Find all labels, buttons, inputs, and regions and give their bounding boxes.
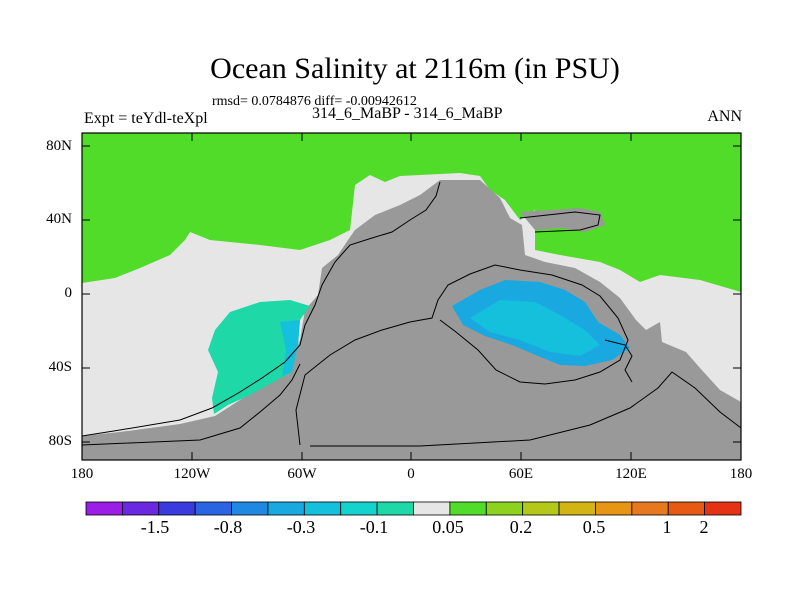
- experiment-label: Expt = teYdl-teXpl: [84, 110, 208, 127]
- colorbar-swatch: [558, 501, 596, 516]
- colorbar-swatch: [194, 501, 232, 516]
- land-asia-ridge: [520, 208, 605, 232]
- lon-label: 120E: [615, 466, 647, 482]
- lat-label: 0: [64, 285, 73, 301]
- colorbar-swatch: [267, 501, 305, 516]
- lon-ticks: [81, 133, 742, 460]
- colorbar-swatch: [485, 501, 524, 516]
- colorbar-label: 0.05: [432, 517, 464, 537]
- coastlines: [82, 181, 741, 447]
- case-label: 314_6_MaBP - 314_6_MaBP: [312, 105, 503, 122]
- map-field: [82, 133, 741, 460]
- stats-line: rmsd= 0.0784876 diff= -0.00942612: [212, 94, 417, 109]
- colorbar: [85, 501, 742, 516]
- lat-label: 80S: [48, 433, 72, 449]
- lon-label: 180: [729, 466, 753, 482]
- lat-label: 80N: [46, 138, 72, 154]
- colorbar-label: -1.5: [140, 517, 170, 537]
- colorbar-swatch: [704, 501, 742, 516]
- colorbar-label: 2: [699, 517, 709, 537]
- colorbar-label: 0.2: [509, 517, 533, 537]
- lon-label: 60E: [508, 466, 534, 482]
- colorbar-label: -0.3: [286, 517, 316, 537]
- lat-label: 40N: [46, 211, 72, 227]
- lon-label: 60W: [287, 466, 317, 482]
- colorbar-swatch: [231, 501, 269, 516]
- colorbar-swatch: [667, 501, 706, 516]
- negative-anomaly-east-core: [470, 300, 600, 356]
- colorbar-swatch: [449, 501, 487, 516]
- plot-title: Ocean Salinity at 2116m (in PSU): [210, 52, 620, 85]
- positive-anomaly-north: [82, 133, 741, 292]
- lon-label: 120W: [173, 466, 211, 482]
- colorbar-swatch: [340, 501, 378, 516]
- colorbar-swatch: [413, 501, 451, 516]
- lon-label: 0: [407, 466, 415, 482]
- colorbar-label: 1: [662, 517, 672, 537]
- colorbar-swatch: [631, 501, 669, 516]
- colorbar-label: -0.1: [359, 517, 389, 537]
- colorbar-label: -0.8: [213, 517, 243, 537]
- colorbar-swatch: [85, 501, 123, 516]
- lon-label: 180: [70, 466, 94, 482]
- colorbar-swatch: [595, 501, 633, 516]
- colorbar-swatch: [121, 501, 160, 516]
- season-label: ANN: [707, 108, 742, 125]
- colorbar-swatch: [522, 501, 560, 516]
- colorbar-swatch: [303, 501, 342, 516]
- colorbar-swatch: [158, 501, 196, 516]
- land-mask: [82, 180, 741, 460]
- lat-label: 40S: [48, 359, 72, 375]
- colorbar-swatch: [376, 501, 414, 516]
- lat-ticks: [82, 145, 741, 443]
- colorbar-label: 0.5: [582, 517, 606, 537]
